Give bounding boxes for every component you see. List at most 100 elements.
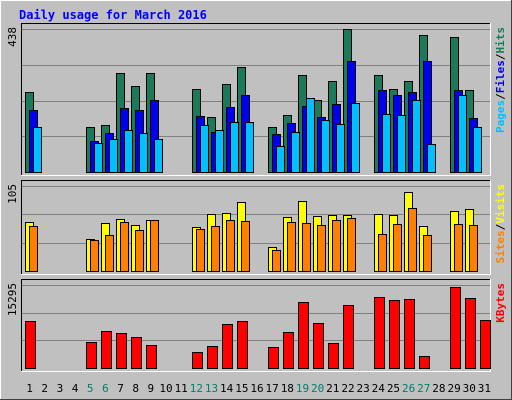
bar-kbytes-day-29 xyxy=(450,287,461,369)
bar-kbytes-day-9 xyxy=(146,345,157,369)
x-tick-label: 30 xyxy=(463,382,476,395)
bar-sites-day-8 xyxy=(135,230,144,272)
bar-sites-day-7 xyxy=(120,222,129,272)
x-tick-label: 17 xyxy=(266,382,279,395)
bar-sites-day-13 xyxy=(211,226,220,272)
bar-pages-day-14 xyxy=(230,122,239,173)
bar-kbytes-day-5 xyxy=(86,342,97,369)
x-tick-label: 16 xyxy=(250,382,263,395)
x-tick-label: 10 xyxy=(159,382,172,395)
bar-pages-day-24 xyxy=(382,114,391,173)
x-tick-label: 9 xyxy=(148,382,155,395)
bar-pages-day-12 xyxy=(200,125,209,173)
bar-sites-day-14 xyxy=(226,220,235,272)
panel-legend: Sites/Visits xyxy=(494,184,507,264)
bar-sites-day-24 xyxy=(378,234,387,272)
x-tick-label: 8 xyxy=(132,382,139,395)
bar-sites-day-22 xyxy=(347,218,356,272)
panel-kbytes: 15295 KBytes xyxy=(6,279,507,372)
x-tick-label: 20 xyxy=(311,382,324,395)
bar-sites-day-17 xyxy=(272,250,281,272)
bar-sites-day-19 xyxy=(302,223,311,272)
y-max-label: 15295 xyxy=(6,283,19,316)
legend-entry: / xyxy=(494,93,507,100)
bar-sites-day-27 xyxy=(423,235,432,272)
bar-pages-day-26 xyxy=(412,100,421,173)
x-tick-label: 7 xyxy=(117,382,124,395)
bar-kbytes-day-14 xyxy=(222,324,233,369)
x-tick-label: 31 xyxy=(478,382,491,395)
bar-sites-day-9 xyxy=(150,220,159,272)
bar-pages-day-30 xyxy=(473,127,482,173)
x-tick-label: 29 xyxy=(447,382,460,395)
x-tick-label: 3 xyxy=(57,382,64,395)
chart-title: Daily usage for March 2016 xyxy=(19,8,207,22)
bar-pages-day-18 xyxy=(291,132,300,173)
bar-pages-day-21 xyxy=(336,124,345,173)
bar-sites-day-29 xyxy=(454,224,463,272)
bar-sites-day-18 xyxy=(287,222,296,272)
x-tick-label: 12 xyxy=(190,382,203,395)
bar-kbytes-day-12 xyxy=(192,352,203,369)
x-tick-label: 4 xyxy=(72,382,79,395)
legend-entry: / xyxy=(494,223,507,230)
bar-kbytes-day-7 xyxy=(116,333,127,369)
x-tick-label: 2 xyxy=(41,382,48,395)
bar-pages-day-17 xyxy=(276,146,285,173)
bar-kbytes-day-19 xyxy=(298,302,309,369)
x-tick-label: 11 xyxy=(175,382,188,395)
bar-pages-day-5 xyxy=(94,143,103,173)
bar-kbytes-day-15 xyxy=(237,321,248,369)
legend-entry: Sites xyxy=(494,230,507,263)
bar-kbytes-day-6 xyxy=(101,331,112,369)
bar-sites-day-6 xyxy=(105,235,114,272)
x-tick-label: 18 xyxy=(281,382,294,395)
legend-entry: Files xyxy=(494,60,507,93)
bar-kbytes-day-30 xyxy=(465,298,476,369)
legend-entry: Pages xyxy=(494,100,507,133)
bar-pages-day-9 xyxy=(154,139,163,173)
bar-kbytes-day-18 xyxy=(283,332,294,369)
x-tick-label: 5 xyxy=(87,382,94,395)
bar-kbytes-day-13 xyxy=(207,346,218,369)
bar-sites-day-15 xyxy=(241,221,250,272)
panel-legend: Pages/Files/Hits xyxy=(494,27,507,133)
bar-kbytes-day-1 xyxy=(25,321,36,369)
bar-kbytes-day-22 xyxy=(343,305,354,369)
x-tick-label: 27 xyxy=(417,382,430,395)
legend-entry: Visits xyxy=(494,184,507,224)
bar-pages-day-8 xyxy=(139,133,148,173)
x-tick-label: 6 xyxy=(102,382,109,395)
x-tick-label: 15 xyxy=(235,382,248,395)
legend-entry: Hits xyxy=(494,27,507,54)
bar-sites-day-12 xyxy=(196,229,205,272)
bar-pages-day-29 xyxy=(458,95,467,173)
x-tick-label: 1 xyxy=(26,382,33,395)
x-tick-label: 24 xyxy=(372,382,386,395)
bar-pages-day-7 xyxy=(124,130,133,173)
bar-pages-day-15 xyxy=(245,122,254,173)
legend-entry: / xyxy=(494,53,507,60)
x-tick-label: 26 xyxy=(402,382,415,395)
bar-kbytes-day-24 xyxy=(374,297,385,369)
x-tick-label: 25 xyxy=(387,382,400,395)
x-tick-label: 23 xyxy=(357,382,370,395)
panel-visits-sites: 105 Sites/Visits xyxy=(6,180,507,275)
bar-kbytes-day-20 xyxy=(313,323,324,369)
bar-sites-day-21 xyxy=(332,220,341,272)
x-tick-label: 14 xyxy=(220,382,234,395)
bar-kbytes-day-31 xyxy=(480,320,491,369)
bar-kbytes-day-25 xyxy=(389,300,400,369)
bar-pages-day-20 xyxy=(321,120,330,173)
x-tick-label: 21 xyxy=(326,382,339,395)
y-max-label: 105 xyxy=(6,184,19,204)
legend-entry: KBytes xyxy=(494,283,507,323)
x-tick-label: 22 xyxy=(341,382,354,395)
bar-kbytes-day-26 xyxy=(404,299,415,369)
bar-pages-day-1 xyxy=(33,127,42,173)
bar-pages-day-6 xyxy=(109,139,118,173)
bar-sites-day-1 xyxy=(29,226,38,272)
